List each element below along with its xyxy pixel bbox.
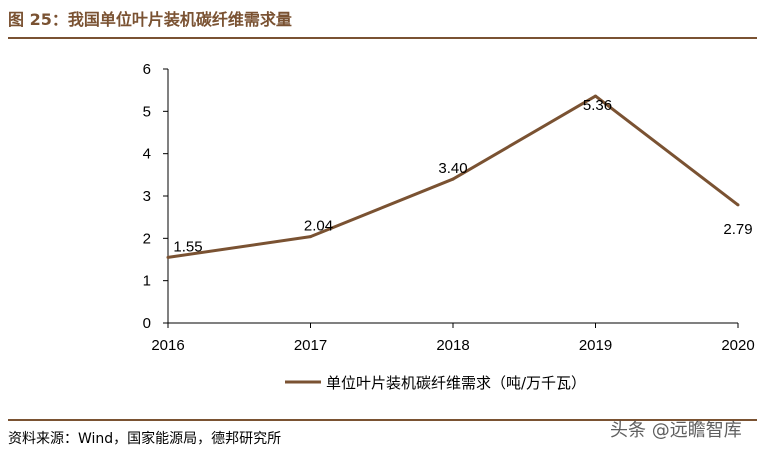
- x-tick-label: 2017: [294, 337, 327, 354]
- data-label: 3.40: [438, 160, 467, 177]
- data-point: [736, 203, 740, 207]
- y-tick-label: 5: [143, 103, 151, 120]
- data-point: [594, 94, 597, 98]
- x-tick-label: 2019: [579, 337, 612, 354]
- y-tick-label: 3: [143, 188, 151, 205]
- data-point: [309, 235, 312, 239]
- watermark: 头条 @远瞻智库: [610, 420, 742, 441]
- data-point: [451, 177, 455, 181]
- title-divider: [8, 37, 757, 39]
- x-tick-label: 2020: [721, 337, 754, 354]
- data-label: 2.79: [723, 221, 752, 238]
- figure-title: 图 25：我国单位叶片装机碳纤维需求量: [8, 10, 292, 29]
- legend-label: 单位叶片装机碳纤维需求（吨/万千瓦）: [326, 374, 586, 392]
- data-point: [166, 255, 170, 259]
- data-label: 1.55: [173, 238, 202, 255]
- y-tick-label: 6: [143, 61, 151, 78]
- y-tick-label: 0: [143, 315, 151, 332]
- x-tick-label: 2016: [151, 337, 184, 354]
- y-tick-label: 1: [143, 273, 151, 290]
- y-tick-label: 4: [143, 146, 151, 163]
- x-tick-label: 2018: [436, 337, 469, 354]
- data-label: 5.36: [583, 97, 612, 114]
- y-tick-label: 2: [143, 230, 151, 247]
- data-label: 2.04: [304, 218, 333, 235]
- line-chart: 0 1 2 3 4 5 6 2016 2017 2018 2019 2020 1.55 2.04 3.40 5…: [143, 61, 755, 392]
- footer-divider: [8, 419, 757, 421]
- source-note: 资料来源：Wind，国家能源局，德邦研究所: [8, 431, 282, 447]
